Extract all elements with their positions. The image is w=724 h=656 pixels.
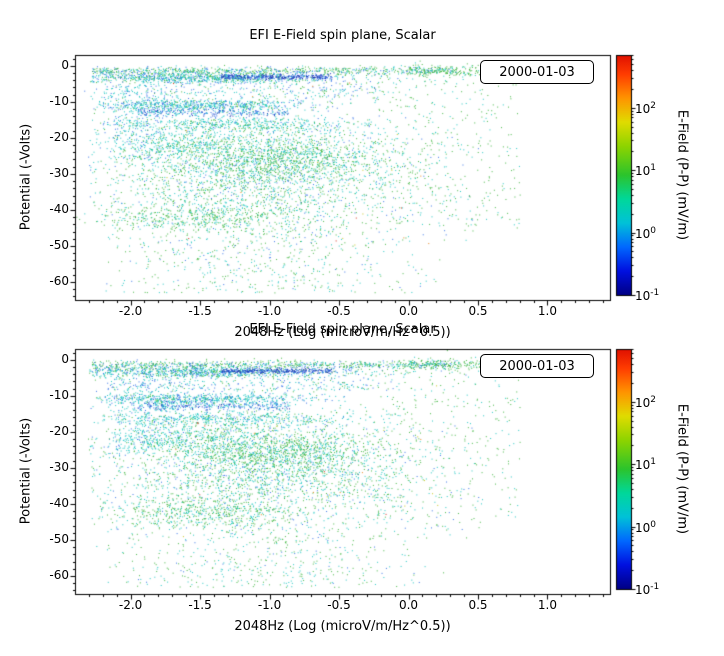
scatter-plots-canvas bbox=[0, 0, 724, 656]
figure: EFI E-Field spin plane, Scalar Potential… bbox=[0, 0, 724, 656]
